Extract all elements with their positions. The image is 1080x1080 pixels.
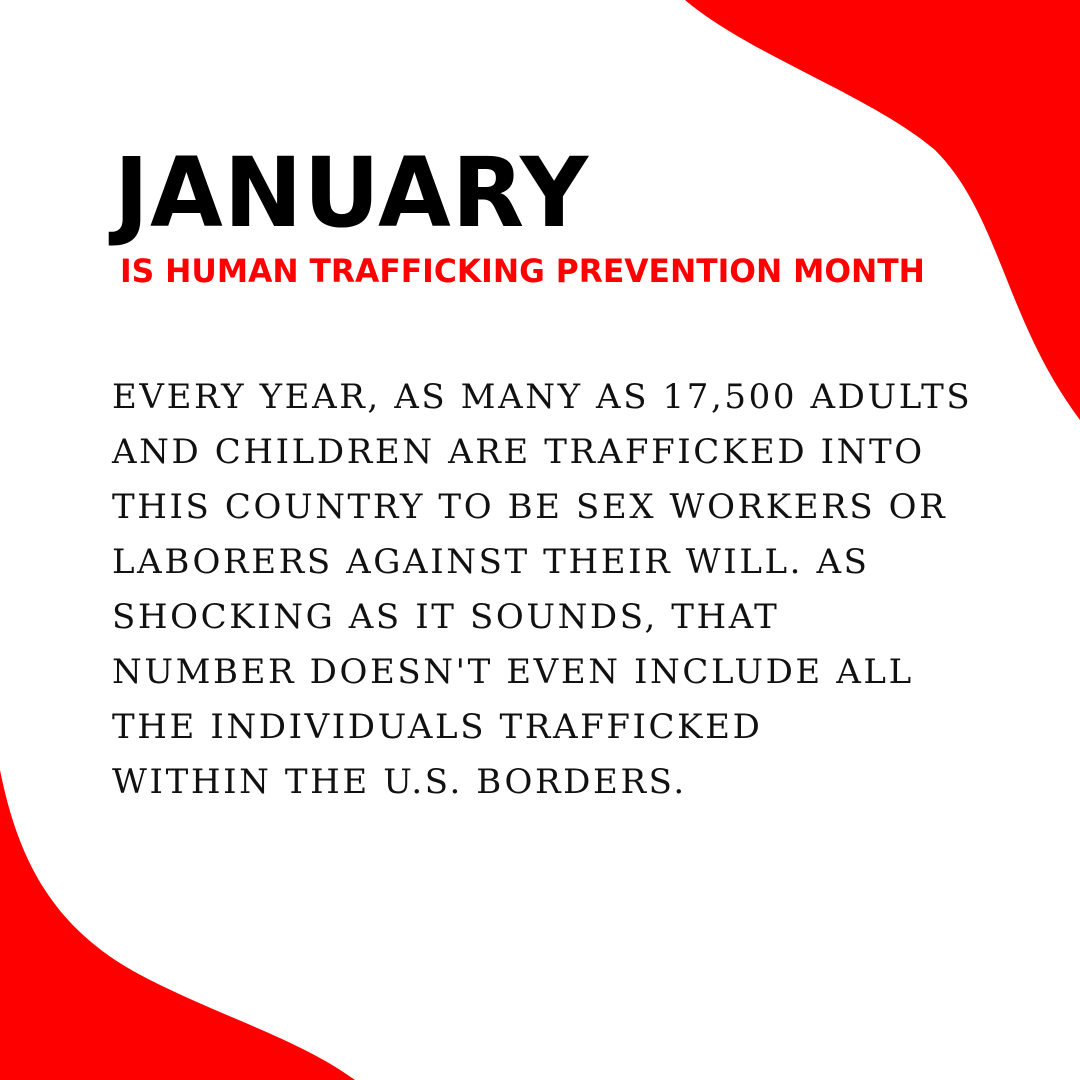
bottom-left-red-wave [0, 770, 355, 1080]
body-text: EVERY YEAR, AS MANY AS 17,500 ADULTS AND… [112, 370, 972, 810]
page-title: JANUARY [114, 137, 590, 249]
body-line: THE INDIVIDUALS TRAFFICKED [112, 707, 763, 747]
body-line: LABORERS AGAINST THEIR WILL. AS [112, 542, 870, 582]
body-line: SHOCKING AS IT SOUNDS, THAT [112, 597, 780, 637]
body-line: WITHIN THE U.S. BORDERS. [112, 762, 687, 802]
body-line: AND CHILDREN ARE TRAFFICKED INTO [112, 432, 925, 472]
subtitle: IS HUMAN TRAFFICKING PREVENTION MONTH [120, 252, 925, 290]
body-line: EVERY YEAR, AS MANY AS 17,500 ADULTS [112, 377, 973, 417]
body-line: NUMBER DOESN'T EVEN INCLUDE ALL [112, 652, 914, 692]
body-line: THIS COUNTRY TO BE SEX WORKERS OR [112, 487, 948, 527]
top-right-red-wave [685, 0, 1080, 420]
